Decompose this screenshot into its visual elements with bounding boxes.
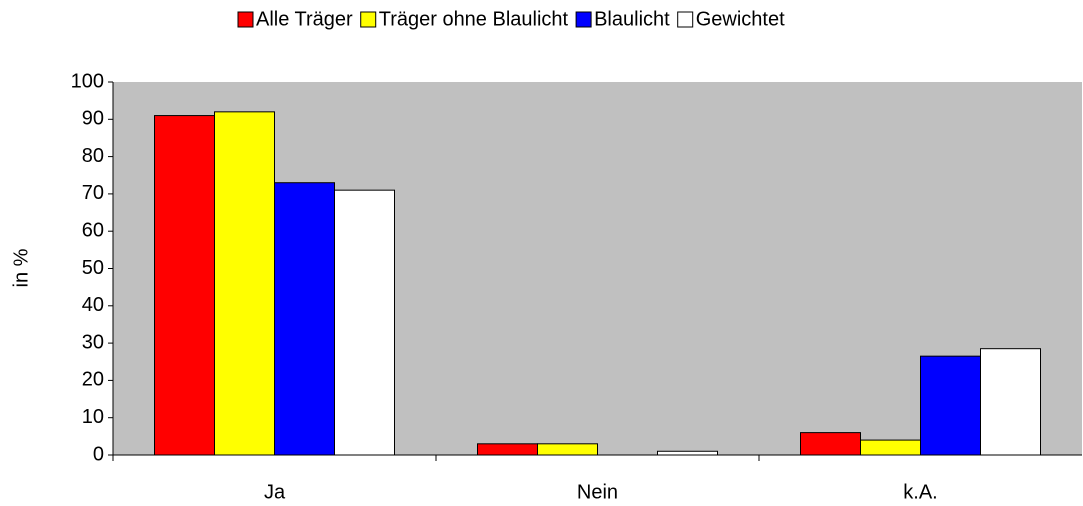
y-tick-label: 100: [71, 70, 104, 92]
y-axis-label: in %: [10, 248, 32, 287]
bar: [334, 189, 395, 456]
y-tick-label: 50: [82, 257, 104, 279]
legend-label: Träger ohne Blaulicht: [379, 8, 569, 30]
y-tick-label: 20: [82, 369, 104, 391]
legend-label: Blaulicht: [594, 8, 670, 30]
y-tick-label: 30: [82, 331, 104, 353]
legend-swatch: [575, 11, 592, 28]
bar: [657, 450, 718, 456]
bar: [920, 355, 981, 456]
y-tick-label: 10: [82, 406, 104, 428]
y-tick-label: 90: [82, 108, 104, 130]
x-tick-label: Nein: [577, 481, 618, 503]
bar: [980, 348, 1041, 456]
y-tick-label: 70: [82, 182, 104, 204]
bar: [154, 115, 215, 456]
bar: [860, 439, 921, 456]
bar: [537, 443, 598, 456]
bar: [274, 182, 335, 456]
bar: [477, 443, 538, 456]
y-tick-label: 60: [82, 219, 104, 241]
x-tick-label: Ja: [264, 481, 286, 503]
y-tick-label: 80: [82, 145, 104, 167]
y-tick-label: 0: [93, 443, 104, 465]
legend-swatch: [237, 11, 254, 28]
x-tick-label: k.A.: [903, 481, 937, 503]
legend-label: Alle Träger: [256, 8, 353, 30]
bar: [800, 432, 861, 456]
legend-swatch: [677, 11, 694, 28]
legend-label: Gewichtet: [696, 8, 785, 30]
y-tick-label: 40: [82, 294, 104, 316]
legend-swatch: [360, 11, 377, 28]
bar: [214, 111, 275, 456]
